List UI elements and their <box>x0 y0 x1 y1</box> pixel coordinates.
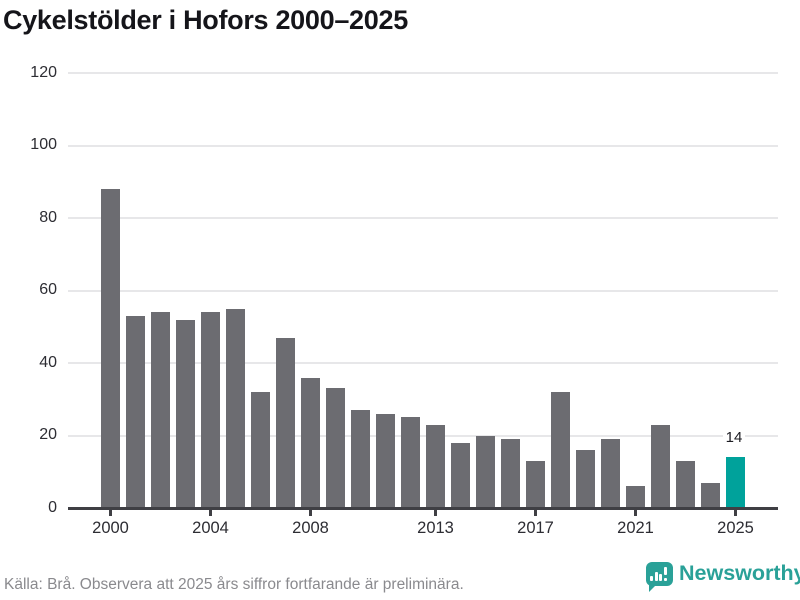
y-axis-label: 40 <box>39 353 57 371</box>
bar-2003 <box>176 319 195 508</box>
logo-bar-icon <box>659 574 662 581</box>
bar-2012 <box>401 417 420 508</box>
y-axis-label: 120 <box>30 63 57 81</box>
x-axis-tick-2008 <box>309 510 312 516</box>
bar-2023 <box>676 460 695 508</box>
newsworthy-wordmark: Newsworthy <box>679 561 800 585</box>
gridline-20 <box>68 434 778 437</box>
bar-2000 <box>101 189 120 508</box>
x-axis-tick-2004 <box>209 510 212 516</box>
logo-exclamation-dot-icon <box>664 578 667 581</box>
gridline-100 <box>68 144 778 147</box>
y-axis-label: 100 <box>30 136 57 153</box>
bar-2016 <box>501 439 520 508</box>
bar-2014 <box>451 442 470 508</box>
bar-2008 <box>301 377 320 508</box>
bar-2013 <box>426 424 445 508</box>
x-axis-label: 2008 <box>292 519 329 537</box>
bar-2024 <box>701 482 720 508</box>
x-axis-label: 2013 <box>417 519 454 537</box>
gridline-80 <box>68 217 778 219</box>
y-axis-label: 0 <box>48 498 57 516</box>
x-axis-line <box>68 506 778 510</box>
x-axis-label: 2004 <box>192 519 229 537</box>
bar-2005 <box>226 308 245 508</box>
x-axis-tick-2000 <box>109 510 112 516</box>
bar-2004 <box>201 312 220 508</box>
bar-2002 <box>151 312 170 508</box>
logo-bar-icon <box>654 572 658 581</box>
x-axis-label: 2017 <box>517 519 554 537</box>
bar-2006 <box>251 392 270 508</box>
bar-2010 <box>351 410 370 508</box>
bar-2001 <box>126 315 145 508</box>
newsworthy-logo: Newsworthy <box>646 561 800 593</box>
logo-bar-icon <box>650 576 653 581</box>
x-axis-label: 2021 <box>617 519 654 537</box>
x-axis-label: 2025 <box>717 519 754 537</box>
bar-2018 <box>551 392 570 508</box>
speech-bubble-bar-chart-icon <box>646 562 673 592</box>
bar-2025 <box>726 457 745 508</box>
gridline-40 <box>68 362 778 364</box>
bar-2020 <box>601 439 620 508</box>
data-label-text: 14 <box>722 429 746 447</box>
y-axis-label: 60 <box>39 281 57 298</box>
gridline-60 <box>68 289 778 292</box>
gridline-120 <box>68 72 778 74</box>
y-axis-label: 80 <box>39 208 57 226</box>
source-note: Källa: Brå. Observera att 2025 års siffr… <box>4 576 464 593</box>
bar-2022 <box>651 424 670 508</box>
bar-2009 <box>326 388 345 508</box>
chart-title: Cykelstölder i Hofors 2000–2025 <box>3 5 408 35</box>
y-axis-label: 20 <box>39 426 57 443</box>
data-label-2025: 14 <box>704 429 764 447</box>
bar-2015 <box>476 435 495 508</box>
x-axis-tick-2021 <box>634 510 637 516</box>
x-axis-tick-2017 <box>534 510 537 516</box>
logo-exclamation-icon <box>664 567 667 575</box>
bar-2021 <box>626 486 645 508</box>
bar-2007 <box>276 337 295 508</box>
x-axis-tick-2013 <box>434 510 437 516</box>
x-axis-tick-2025 <box>734 510 737 516</box>
bar-2011 <box>376 413 395 508</box>
x-axis-label: 2000 <box>92 519 129 537</box>
bar-2019 <box>576 450 595 508</box>
bar-2017 <box>526 460 545 508</box>
